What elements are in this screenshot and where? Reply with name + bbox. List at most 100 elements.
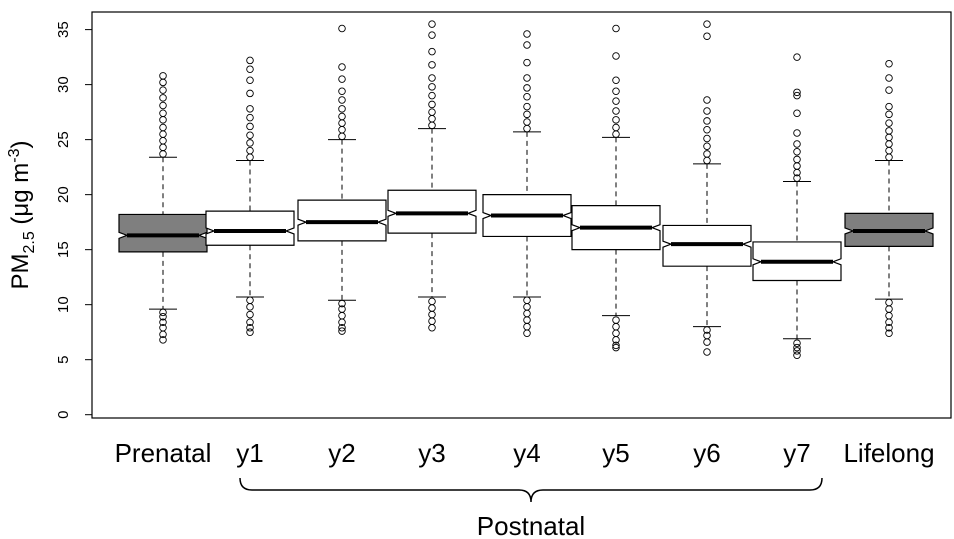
outlier: [338, 327, 346, 335]
outlier: [428, 31, 436, 39]
outlier: [338, 311, 346, 320]
outlier: [793, 140, 801, 148]
x-tick-label: y1: [236, 438, 263, 468]
box: [205, 210, 295, 246]
outlier: [338, 318, 346, 327]
outlier: [793, 91, 801, 100]
outlier: [793, 343, 801, 352]
outlier: [523, 124, 531, 133]
outlier: [612, 123, 620, 132]
outlier: [612, 329, 620, 338]
outlier: [246, 76, 254, 84]
outlier: [703, 117, 711, 125]
outlier: [612, 107, 620, 115]
outlier: [159, 123, 167, 132]
outlier: [612, 24, 620, 33]
x-tick-label: y6: [693, 438, 720, 468]
outlier: [159, 109, 167, 117]
outlier: [885, 140, 893, 148]
outlier: [428, 317, 436, 325]
outlier: [703, 156, 711, 165]
outlier: [246, 310, 254, 319]
outlier: [523, 322, 531, 331]
y-label-part: PM: [7, 253, 34, 289]
outlier: [885, 133, 893, 142]
outlier: [246, 318, 254, 327]
outlier: [428, 121, 436, 130]
outlier: [703, 125, 711, 134]
outlier: [523, 296, 531, 305]
outlier: [159, 116, 167, 124]
outlier: [159, 136, 167, 145]
y-tick-label: 30: [55, 76, 72, 93]
outlier: [612, 130, 620, 138]
outlier: [338, 63, 346, 71]
outlier: [885, 59, 893, 68]
outlier: [246, 146, 254, 155]
outlier: [246, 113, 254, 122]
outlier: [793, 351, 801, 360]
group-bracket: [239, 477, 823, 503]
outlier: [885, 153, 893, 161]
outlier: [612, 87, 620, 95]
outlier: [159, 143, 167, 152]
outlier: [793, 129, 801, 137]
outlier: [338, 105, 346, 113]
outlier: [612, 116, 620, 124]
y-tick-label: 0: [55, 411, 72, 419]
outlier: [428, 83, 436, 91]
outlier: [703, 150, 711, 158]
outlier: [885, 311, 893, 320]
outlier: [428, 91, 436, 100]
outlier: [703, 96, 711, 104]
outlier: [159, 78, 167, 87]
outlier: [338, 125, 346, 134]
outlier: [885, 298, 893, 307]
outlier: [338, 132, 346, 141]
outlier: [703, 134, 711, 143]
outlier: [428, 304, 436, 312]
y-tick-label: 25: [55, 131, 72, 148]
outlier: [793, 155, 801, 164]
outlier: [159, 94, 167, 102]
outlier: [338, 299, 346, 308]
outlier: [428, 324, 436, 332]
outlier: [246, 328, 254, 336]
outlier: [246, 56, 254, 65]
y-label-sub: 2.5: [21, 231, 38, 253]
outlier: [523, 110, 531, 119]
outlier: [703, 107, 711, 115]
x-tick-label: y3: [418, 438, 445, 468]
outlier: [523, 329, 531, 338]
outlier: [703, 142, 711, 150]
outlier: [885, 324, 893, 332]
outlier: [428, 20, 436, 28]
x-tick-label: y7: [783, 438, 810, 468]
x-tick-label: y5: [602, 438, 629, 468]
outlier: [523, 30, 531, 38]
outlier: [428, 114, 436, 123]
outlier: [612, 316, 620, 324]
outlier: [428, 47, 436, 56]
outlier: [338, 24, 346, 33]
x-tick-label: y4: [513, 438, 540, 468]
outlier: [523, 41, 531, 49]
outlier: [612, 52, 620, 60]
outlier: [523, 309, 531, 318]
outlier: [159, 101, 167, 110]
outlier: [159, 130, 167, 138]
outlier: [703, 20, 711, 28]
outlier: [523, 118, 531, 126]
outlier: [612, 97, 620, 105]
outlier: [159, 308, 167, 317]
outlier: [885, 102, 893, 111]
outlier: [523, 303, 531, 311]
y-axis-label: PM2.5 (μg m-3): [6, 141, 38, 290]
outlier: [159, 150, 167, 158]
y-tick-label: 20: [55, 186, 72, 203]
outlier: [523, 102, 531, 111]
outlier: [523, 84, 531, 92]
outlier: [246, 139, 254, 147]
outlier: [793, 147, 801, 156]
